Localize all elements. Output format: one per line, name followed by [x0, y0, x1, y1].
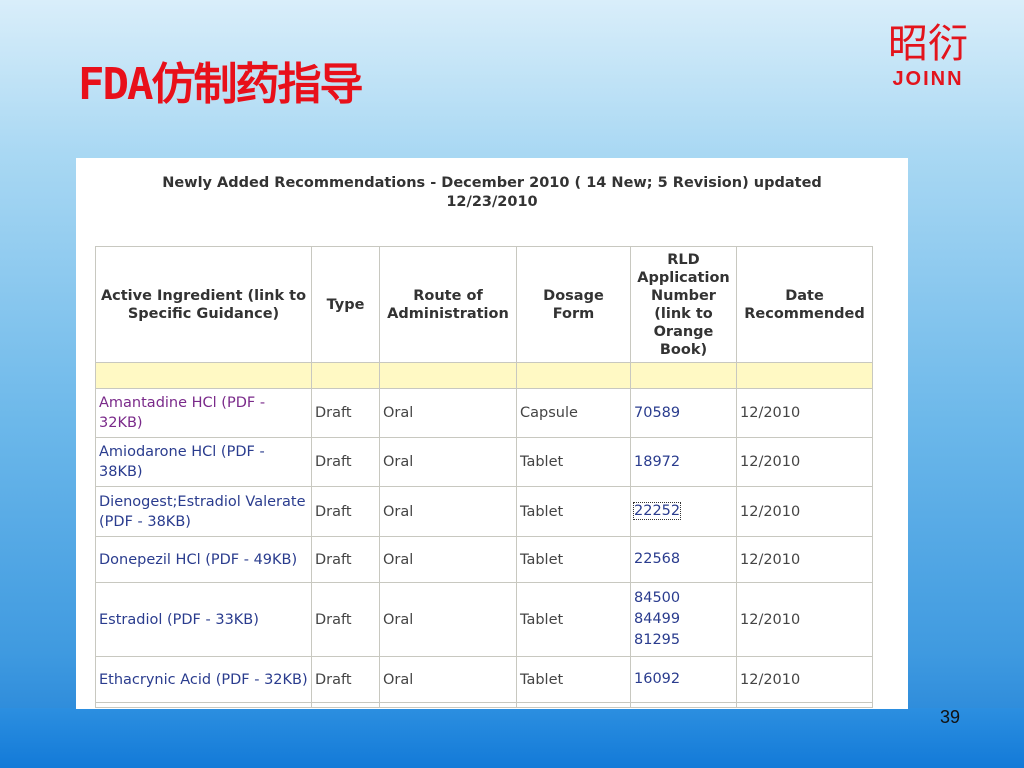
joinn-logo: 昭衍 JOINN [868, 20, 988, 91]
rld-link[interactable]: 22568 [634, 551, 681, 567]
route-cell: Oral [383, 405, 414, 421]
route-cell: Oral [379, 388, 517, 438]
date-cell: 12/2010 [740, 503, 801, 520]
ingredient-link[interactable]: Ethacrynic Acid (PDF - 32KB) [99, 671, 308, 688]
form-cell: Tablet [520, 503, 564, 520]
logo-cn: 昭衍 [888, 21, 968, 67]
type-cell: Draft [311, 582, 380, 657]
form-cell: Tablet [520, 551, 564, 568]
logo-en: JOINN [892, 68, 964, 90]
spacer-row [95, 362, 873, 389]
ingredient-cell: Dienogest;Estradiol Valerate (PDF - 38KB… [95, 486, 312, 537]
form-cell: Capsule [520, 405, 578, 421]
col-ingredient: Active Ingredient (link to Specific Guid… [95, 246, 312, 363]
date-cell: 12/2010 [736, 486, 873, 537]
ingredient-link[interactable]: Dienogest;Estradiol Valerate (PDF - 38KB… [99, 493, 306, 530]
form-cell: Capsule [516, 388, 631, 438]
route-cell: Oral [383, 454, 414, 470]
ingredient-cell: Amantadine HCl (PDF - 32KB) [95, 388, 312, 438]
rld-cell: 70589 [630, 388, 737, 438]
col-rld: RLD Application Number (link to Orange B… [630, 246, 737, 363]
ingredient-cell: Ethacrynic Acid (PDF - 32KB) [95, 656, 312, 703]
rld-link[interactable]: 22252 [632, 502, 682, 520]
table-row: Dienogest;Estradiol Valerate (PDF - 38KB… [95, 486, 873, 537]
type-cell: Draft [315, 503, 352, 520]
guidance-table: Active Ingredient (link to Specific Guid… [95, 246, 873, 708]
route-cell: Oral [379, 656, 517, 703]
ingredient-cell: Donepezil HCl (PDF - 49KB) [95, 536, 312, 583]
rld-link[interactable]: 16092 [634, 671, 681, 687]
route-cell: Oral [383, 671, 414, 688]
fda-table-screenshot: Newly Added Recommendations - December 2… [76, 158, 908, 709]
form-cell: Tablet [516, 437, 631, 487]
type-cell: Draft [315, 671, 352, 688]
date-cell: 12/2010 [736, 536, 873, 583]
rld-cell: 84500 84499 81295 [630, 582, 737, 657]
type-cell: Draft [315, 454, 352, 470]
date-cell: 12/2010 [740, 551, 801, 568]
rld-cell: 16092 [630, 656, 737, 703]
form-cell: Tablet [520, 671, 564, 688]
table-row: Donepezil HCl (PDF - 49KB) Draft Oral Table… [95, 536, 873, 583]
rld-link[interactable]: 18972 [634, 453, 681, 470]
ingredient-link[interactable]: Estradiol (PDF - 33KB) [99, 611, 259, 628]
type-cell: Draft [311, 656, 380, 703]
rld-cell: 22568 [630, 536, 737, 583]
slide-title: FDA仿制药指导 [78, 59, 363, 110]
table-row: Ethacrynic Acid (PDF - 32KB) Draft Oral Tab… [95, 656, 873, 703]
route-cell: Oral [379, 536, 517, 583]
ingredient-link[interactable]: Amiodarone HCl (PDF - 38KB) [99, 444, 265, 480]
form-cell: Tablet [520, 611, 564, 628]
table-caption: Newly Added Recommendations - December 2… [162, 175, 822, 210]
col-route: Route of Administration [379, 246, 517, 363]
form-cell: Tablet [516, 582, 631, 657]
ingredient-link[interactable]: Amantadine HCl (PDF - 32KB) [99, 395, 266, 431]
date-cell: 12/2010 [736, 388, 873, 438]
date-cell: 12/2010 [740, 671, 801, 688]
bottom-band [0, 708, 1024, 768]
form-cell: Tablet [520, 454, 564, 470]
form-cell: Tablet [516, 656, 631, 703]
rld-link[interactable]: 84500 84499 81295 [634, 590, 681, 648]
col-form: Dosage Form [516, 246, 631, 363]
header-row: Active Ingredient (link to Specific Guid… [95, 246, 873, 363]
type-cell: Draft [315, 611, 352, 628]
page-number: 39 [940, 707, 961, 727]
type-cell: Draft [315, 405, 352, 421]
col-type: Type [311, 246, 380, 363]
date-cell: 12/2010 [740, 611, 801, 628]
route-cell: Oral [379, 582, 517, 657]
type-cell: Draft [311, 536, 380, 583]
rld-link[interactable]: 70589 [634, 404, 681, 421]
type-cell: Draft [311, 437, 380, 487]
table-row: Amantadine HCl (PDF - 32KB) Draft Oral Caps… [95, 388, 873, 438]
table-row: Amiodarone HCl (PDF - 38KB) Draft Oral Tabl… [95, 437, 873, 487]
type-cell: Draft [311, 486, 380, 537]
table-row: Estradiol (PDF - 33KB) Draft Oral Tablet 845… [95, 582, 873, 657]
date-cell: 12/2010 [736, 437, 873, 487]
form-cell: Tablet [516, 486, 631, 537]
type-cell: Draft [315, 551, 352, 568]
ingredient-link[interactable]: Donepezil HCl (PDF - 49KB) [99, 551, 298, 568]
ingredient-cell: Amiodarone HCl (PDF - 38KB) [95, 437, 312, 487]
ingredient-cell: Estradiol (PDF - 33KB) [95, 582, 312, 657]
date-cell: 12/2010 [736, 582, 873, 657]
rld-cell: 22252 [630, 486, 737, 537]
date-cell: 12/2010 [740, 454, 801, 470]
date-cell: 12/2010 [740, 405, 801, 421]
route-cell: Oral [379, 486, 517, 537]
route-cell: Oral [383, 551, 414, 568]
rld-cell: 18972 [630, 437, 737, 487]
date-cell: 12/2010 [736, 656, 873, 703]
col-date: Date Recommended [736, 246, 873, 363]
type-cell: Draft [311, 388, 380, 438]
route-cell: Oral [379, 437, 517, 487]
form-cell: Tablet [516, 536, 631, 583]
route-cell: Oral [383, 503, 414, 520]
route-cell: Oral [383, 611, 414, 628]
